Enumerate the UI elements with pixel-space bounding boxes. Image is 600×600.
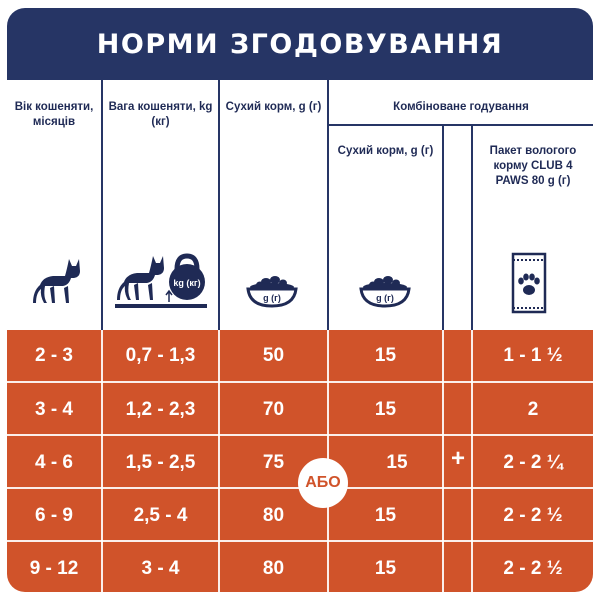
cell-age: 6 - 9 — [34, 505, 74, 526]
header-wet-pouch: Пакет вологого корму CLUB 4 PAWS 80 g (г… — [489, 145, 577, 187]
bowl-label: g (г) — [376, 293, 394, 303]
food-bowl-icon: g (г) — [246, 276, 298, 308]
title-bar: НОРМИ ЗГОДОВУВАННЯ — [7, 8, 593, 80]
cell-combined-dry: 15 — [374, 399, 397, 420]
food-bowl-icon: g (г) — [359, 276, 411, 308]
page-title: НОРМИ ЗГОДОВУВАННЯ — [96, 28, 504, 60]
cell-wet: 2 - 2 ½ — [503, 558, 563, 579]
table-header: Вік кошеняти, місяців Вага кошеняти, kg … — [7, 80, 593, 330]
cell-weight: 2,5 - 4 — [133, 505, 188, 526]
plus-sign: + — [450, 445, 465, 472]
cell-dry: 80 — [262, 505, 285, 526]
cat-on-scale-with-kettlebell-icon: kg (кг) — [115, 253, 207, 308]
cell-weight: 3 - 4 — [141, 558, 180, 579]
column-divider — [442, 330, 444, 592]
cell-weight: 1,5 - 2,5 — [125, 452, 196, 473]
column-divider — [471, 330, 473, 592]
column-divider — [101, 330, 103, 592]
cell-wet: 1 - 1 ½ — [503, 345, 563, 366]
cell-age: 2 - 3 — [34, 345, 74, 366]
row-divider — [7, 434, 593, 436]
header-divider — [101, 80, 103, 330]
header-weight: Вага кошеняти, kg (кг) — [108, 101, 213, 128]
cell-wet: 2 — [527, 399, 539, 420]
cell-combined-dry: 15 — [374, 345, 397, 366]
cell-dry: 70 — [262, 399, 285, 420]
header-divider — [327, 80, 329, 330]
kettlebell-label: kg (кг) — [173, 278, 200, 288]
header-dry-food: Сухий корм, g (г) — [225, 101, 322, 113]
header-divider — [218, 80, 220, 330]
header-divider — [442, 126, 444, 330]
wet-food-pouch-paw-icon — [511, 252, 547, 314]
cell-combined-dry: 15 — [386, 452, 408, 473]
header-combined-feeding: Комбіноване годування — [393, 101, 529, 113]
cell-dry: 50 — [262, 345, 285, 366]
column-divider — [218, 330, 220, 592]
cell-age: 9 - 12 — [29, 558, 79, 579]
cell-wet: 2 - 2 ¼ — [503, 452, 563, 473]
or-badge: АБО — [298, 458, 348, 508]
cell-age: 4 - 6 — [34, 452, 74, 473]
cell-combined-dry: 15 — [374, 558, 397, 579]
row-divider — [7, 381, 593, 383]
header-divider — [329, 124, 593, 126]
feeding-table-card: НОРМИ ЗГОДОВУВАННЯ Вік кошеняти, місяців… — [7, 8, 593, 592]
cell-weight: 1,2 - 2,3 — [125, 399, 196, 420]
row-divider — [7, 540, 593, 542]
cell-dry: 75 — [262, 452, 285, 473]
header-divider — [471, 126, 473, 330]
cat-icon — [33, 259, 80, 303]
header-age: Вік кошеняти, місяців — [14, 101, 94, 128]
cell-weight: 0,7 - 1,3 — [125, 345, 196, 366]
cell-dry: 80 — [262, 558, 285, 579]
header-combined-dry: Сухий корм, g (г) — [337, 145, 434, 157]
cell-age: 3 - 4 — [34, 399, 74, 420]
feeding-rows: 2 - 3 0,7 - 1,3 50 15 1 - 1 ½ 3 - 4 1,2 … — [7, 330, 593, 592]
cell-wet: 2 - 2 ½ — [503, 505, 563, 526]
bowl-label: g (г) — [263, 293, 281, 303]
cell-combined-dry: 15 — [374, 505, 397, 526]
